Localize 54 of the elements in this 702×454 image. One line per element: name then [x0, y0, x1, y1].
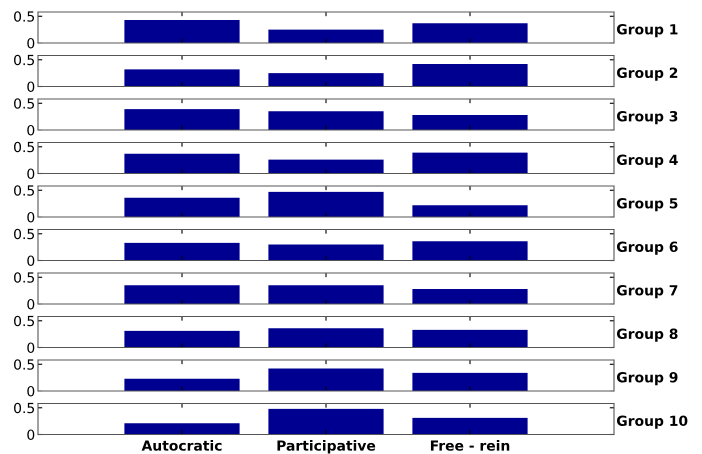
y-tick-label: 0	[27, 168, 34, 179]
y-tick-label: 0.5	[14, 272, 34, 283]
bar	[412, 115, 528, 130]
bar	[412, 372, 528, 391]
y-tick-label: 0.5	[14, 54, 34, 66]
bar	[412, 23, 528, 43]
y-axis-title: Group 5	[616, 198, 678, 212]
y-tick-label: 0	[27, 38, 34, 48]
y-tick-label: 0	[27, 212, 34, 222]
y-axis-title: Group 10	[616, 416, 688, 429]
bar	[268, 160, 384, 174]
y-tick-label: 0	[27, 386, 34, 396]
y-tick-label: 0	[27, 255, 34, 266]
bar	[412, 64, 528, 86]
bar	[412, 205, 528, 217]
bar	[124, 378, 240, 391]
bar	[412, 418, 528, 434]
bar	[268, 192, 384, 217]
x-tick-label: Participative	[277, 440, 376, 454]
bar	[268, 368, 384, 391]
y-tick-label: 0.5	[14, 316, 34, 326]
bar	[124, 154, 240, 174]
y-tick-label: 0	[27, 429, 34, 440]
y-tick-label: 0.5	[14, 228, 34, 240]
y-axis-title: Group 2	[616, 68, 678, 81]
y-axis-title: Group 7	[616, 285, 678, 298]
y-axis-title: Group 3	[616, 111, 678, 124]
bar	[124, 20, 240, 43]
x-tick-label: Free - rein	[430, 440, 510, 451]
bar	[268, 111, 384, 130]
x-tick-label: Autocratic	[142, 440, 222, 451]
y-axis-title: Group 1	[616, 24, 678, 38]
y-tick-label: 0	[27, 124, 34, 136]
y-tick-label: 0.5	[14, 142, 34, 152]
y-tick-label: 0	[27, 81, 34, 92]
y-tick-label: 0	[27, 342, 34, 353]
y-tick-label: 0.5	[14, 185, 34, 196]
y-tick-label: 0	[27, 298, 34, 310]
bar	[268, 73, 384, 86]
bar	[124, 69, 240, 86]
y-tick-label: 0.5	[14, 359, 34, 370]
y-axis-title: Group 4	[616, 154, 678, 168]
y-axis-title: Group 9	[616, 372, 678, 386]
y-axis-title: Group 8	[616, 328, 678, 342]
bar	[268, 30, 384, 43]
bar	[124, 109, 240, 130]
y-tick-label: 0.5	[14, 11, 34, 22]
bar	[268, 408, 384, 434]
y-axis-title: Group 6	[616, 242, 678, 255]
bar	[412, 152, 528, 174]
y-tick-label: 0.5	[14, 98, 34, 109]
bar	[124, 423, 240, 434]
bar	[124, 198, 240, 217]
y-tick-label: 0.5	[14, 402, 34, 414]
